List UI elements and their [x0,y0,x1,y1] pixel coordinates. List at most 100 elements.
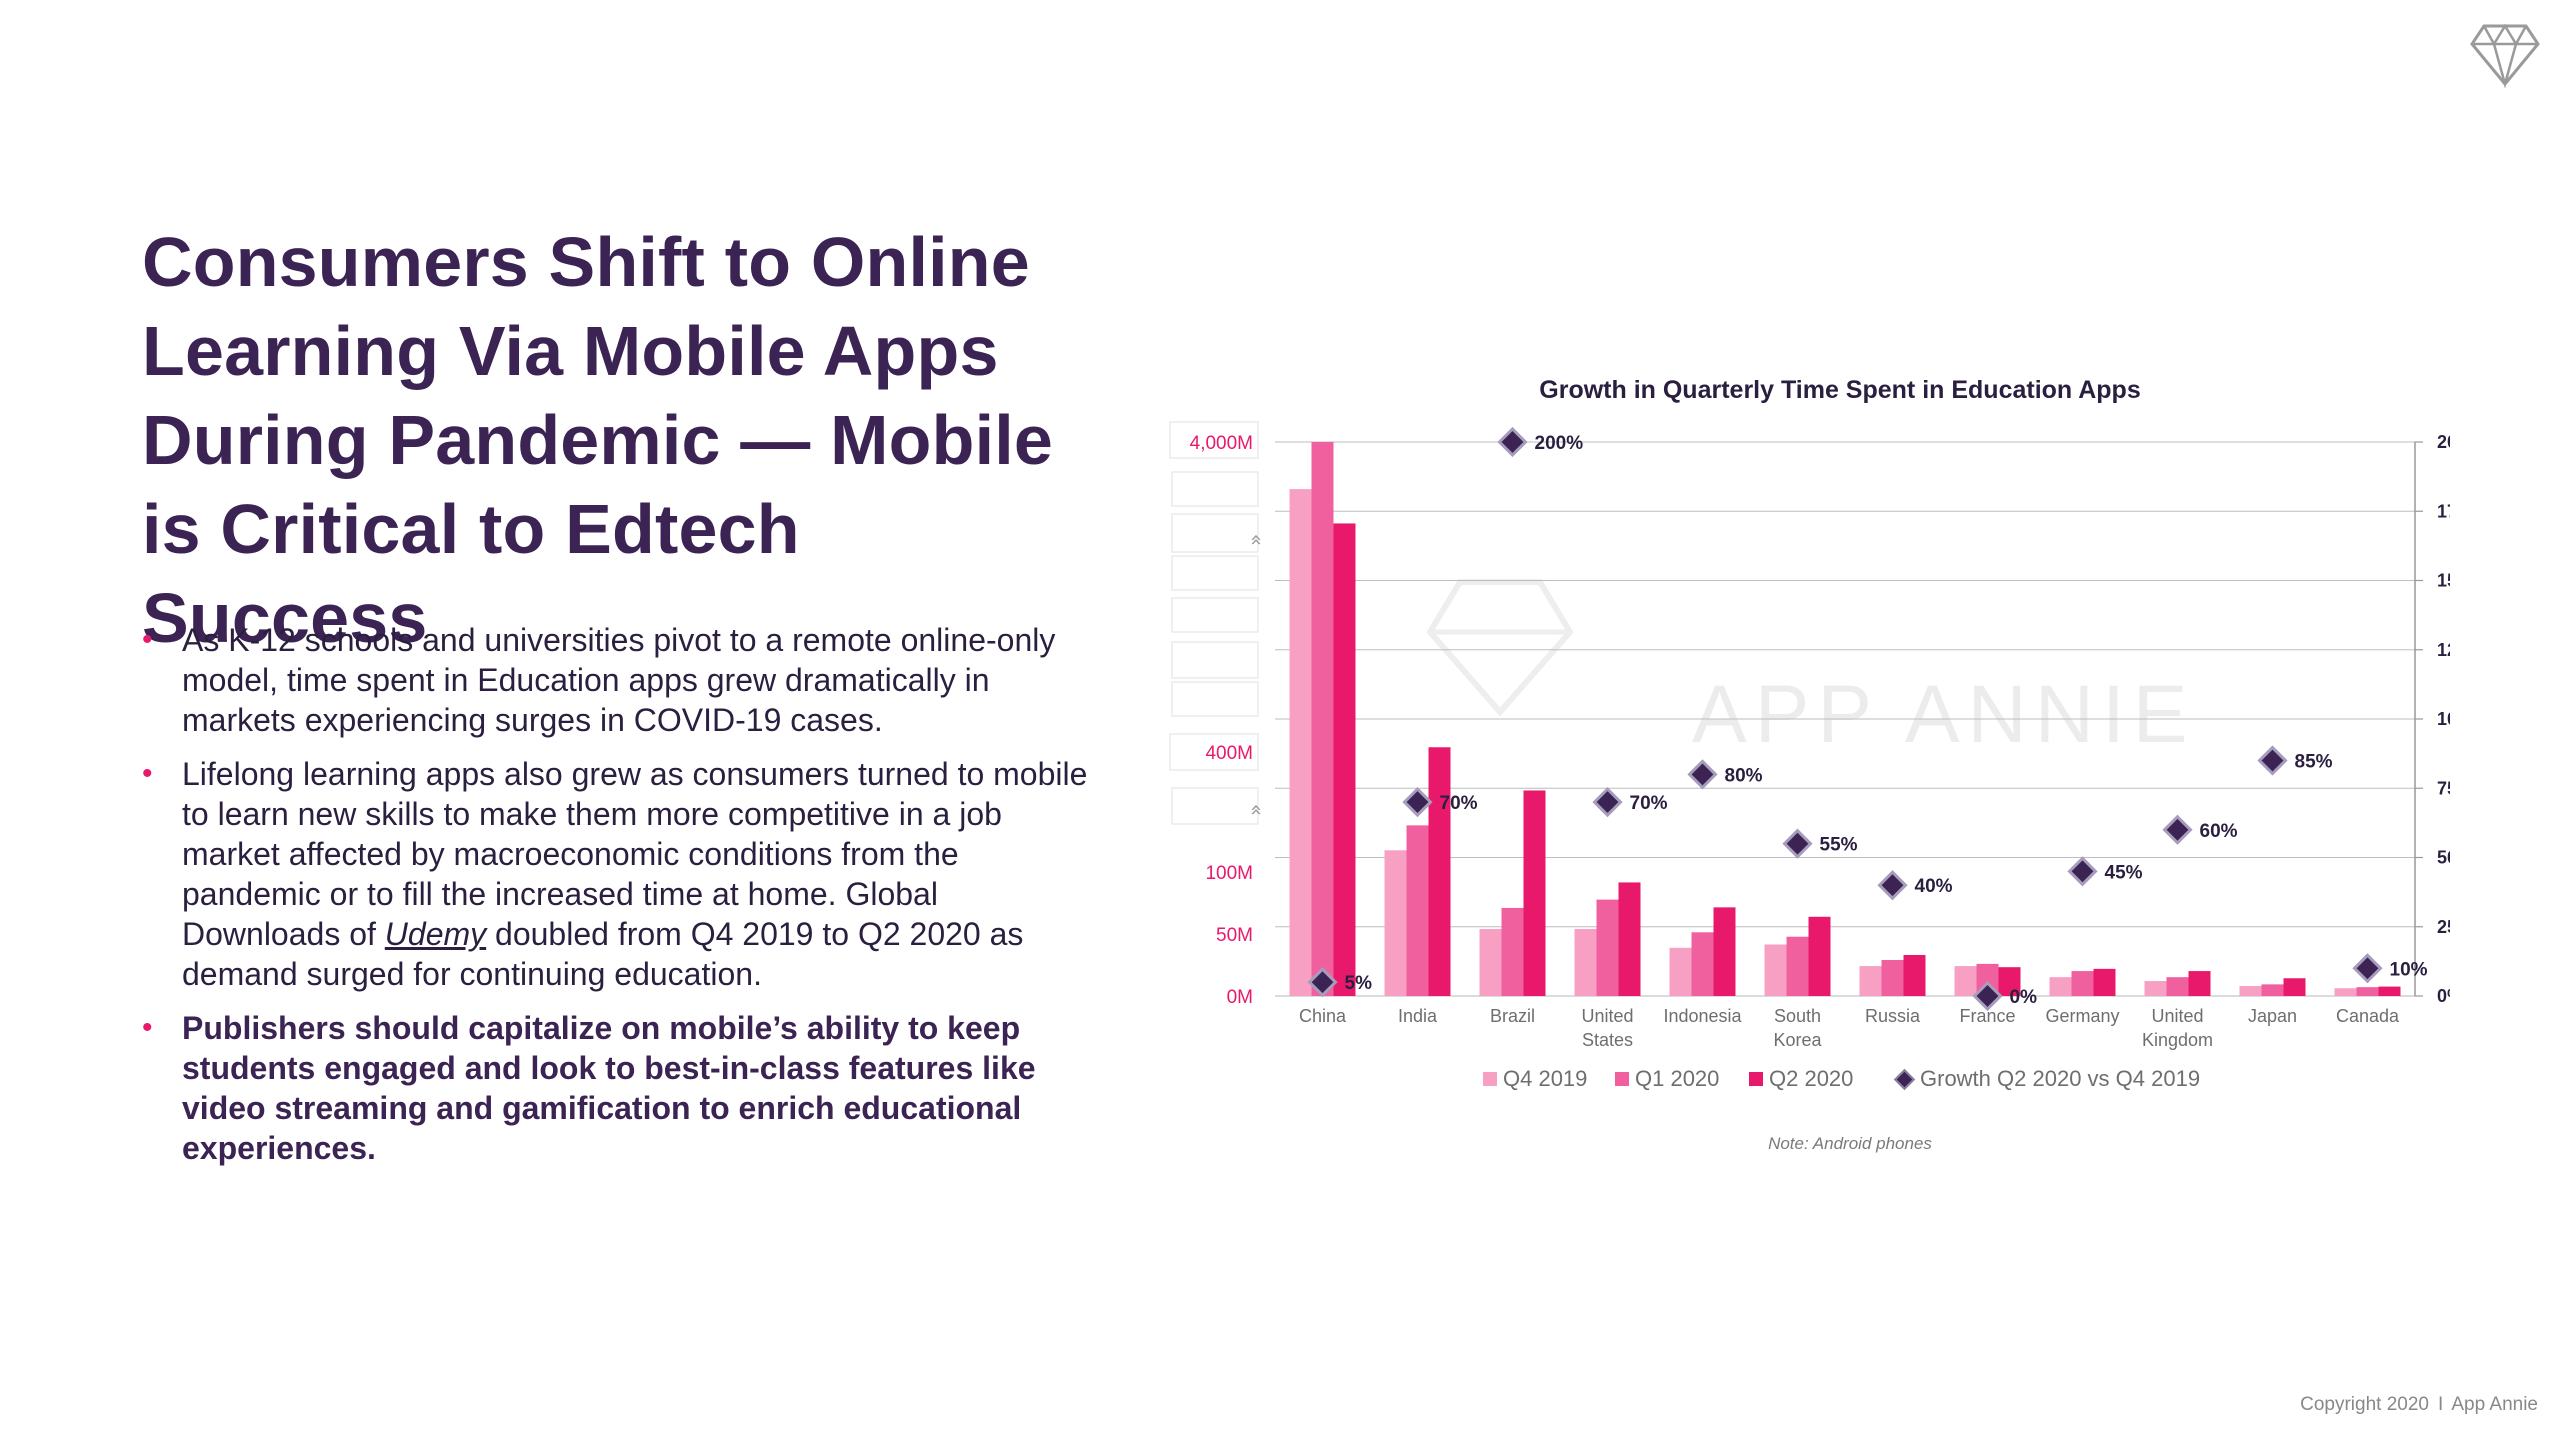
bar-q1-2020 [1691,932,1714,996]
bullet-list: • As K-12 schools and universities pivot… [142,620,1097,1182]
growth-marker [1782,828,1813,859]
right-axis-label: 125% [2437,640,2450,660]
bullet-text-before: Lifelong learning apps also grew as cons… [182,756,1088,952]
bar-q1-2020 [1881,959,1904,996]
category-label: Kingdom [2142,1030,2213,1050]
udemy-link[interactable]: Udemy [384,916,487,952]
bar-q4-2019 [2049,977,2072,996]
right-axis-label: 100% [2437,709,2450,729]
bullet-item: • Publishers should capitalize on mobile… [142,1008,1097,1168]
bar-q1-2020 [1501,907,1524,996]
bar-q2-2020 [1903,955,1926,996]
bar-q4-2019 [2239,986,2262,996]
left-axis-label: 50M [1216,925,1253,946]
growth-marker [1972,980,2003,1012]
growth-marker [2352,953,2383,984]
bar-q2-2020 [1523,790,1546,996]
bar-q4-2019 [1289,489,1312,996]
growth-marker [1687,759,1718,790]
growth-marker [2162,814,2193,845]
left-axis-box [1171,471,1259,507]
category-label: Russia [1865,1006,1921,1026]
axis-break-icon: » [1243,804,1267,816]
axis-break-icon: » [1243,534,1267,546]
bar-q4-2019 [1764,944,1787,996]
right-axis-label: 25% [2437,917,2450,937]
bullet-text: As K-12 schools and universities pivot t… [182,622,1056,738]
bar-q4-2019 [1574,928,1597,996]
growth-label: 80% [1725,765,1763,786]
growth-marker [1592,786,1623,818]
legend-label: Q1 2020 [1635,1066,1720,1091]
legend-diamond-icon [1893,1068,1916,1090]
growth-label: 5% [1345,973,1373,994]
left-axis-box [1171,641,1259,679]
legend-label: Growth Q2 2020 vs Q4 2019 [1920,1066,2201,1091]
growth-label: 200% [1535,433,1584,454]
bar-q4-2019 [2334,988,2357,996]
bullet-dot: • [142,757,153,790]
chart-legend: Q4 2019 Q1 2020 Q2 2020 Growth Q2 2020 v… [1460,1066,2260,1096]
legend-item-q1-2020: Q1 2020 [1615,1066,1719,1092]
legend-label: Q4 2019 [1503,1066,1588,1091]
left-axis-label: 4,000M [1190,433,1253,454]
legend-label: Q2 2020 [1769,1066,1854,1091]
growth-marker [2067,856,2098,887]
growth-marker [1307,967,1338,998]
watermark-icon [1426,579,1574,717]
category-label: South [1774,1006,1821,1026]
chart-note: Note: Android phones [1768,1134,1932,1153]
bullet-text-after: doubled from Q4 2019 to Q2 2020 as deman… [182,916,1024,992]
bar-q4-2019 [1384,850,1407,996]
bullet-text: Lifelong learning apps also grew as cons… [182,756,1087,992]
bullet-item: • As K-12 schools and universities pivot… [142,620,1097,740]
bullet-dot: • [142,623,153,656]
growth-label: 10% [2390,959,2428,980]
right-axis-label: 50% [2437,848,2450,868]
bar-q4-2019 [1479,928,1502,996]
bullet-dot: • [142,1011,153,1044]
copyright: Copyright 2020 I App Annie [2300,1394,2538,1415]
watermark-text: APP ANNIE [1692,669,2196,760]
bar-q2-2020 [2188,971,2211,996]
left-axis-box [1169,733,1259,771]
category-label: Indonesia [1663,1006,1742,1026]
bar-q1-2020 [2071,971,2094,996]
growth-label: 0% [2010,987,2038,1008]
bar-q1-2020 [2356,987,2379,996]
right-axis-label: 175% [2437,501,2450,521]
left-axis-box [1169,421,1259,459]
category-label: India [1398,1006,1438,1026]
right-axis-label: 200% [2437,432,2450,452]
left-axis-box [1171,513,1259,553]
bar-q1-2020 [1406,825,1429,996]
page-title: Consumers Shift to Online Learning Via M… [142,223,1054,657]
growth-marker [1402,786,1433,818]
bar-q4-2019 [1669,947,1692,996]
growth-label: 55% [1820,835,1858,856]
growth-label: 70% [1440,793,1478,814]
left-axis-label: 0M [1227,987,1253,1008]
category-label: France [1959,1006,2015,1026]
bar-q2-2020 [1808,916,1831,996]
bar-q1-2020 [2166,977,2189,996]
category-label: Korea [1773,1030,1822,1050]
category-label: United [1581,1006,1633,1026]
category-label: Brazil [1490,1006,1535,1026]
category-label: States [1582,1030,1633,1050]
chart-title: Growth in Quarterly Time Spent in Educat… [1539,376,2141,404]
growth-marker [1497,426,1528,458]
right-axis-label: 75% [2437,778,2450,798]
bullet-text: Publishers should capitalize on mobile’s… [182,1010,1036,1166]
bar-q4-2019 [2144,981,2167,996]
growth-label: 85% [2295,752,2333,773]
bar-q2-2020 [2283,978,2306,996]
bar-q2-2020 [1618,882,1641,996]
category-label: Canada [2336,1006,2400,1026]
bar-q2-2020 [1428,747,1451,996]
growth-label: 45% [2105,862,2143,883]
legend-swatch [1615,1072,1629,1086]
bar-q1-2020 [1596,899,1619,996]
legend-item-q4-2019: Q4 2019 [1483,1066,1587,1092]
right-axis-label: 150% [2437,571,2450,591]
